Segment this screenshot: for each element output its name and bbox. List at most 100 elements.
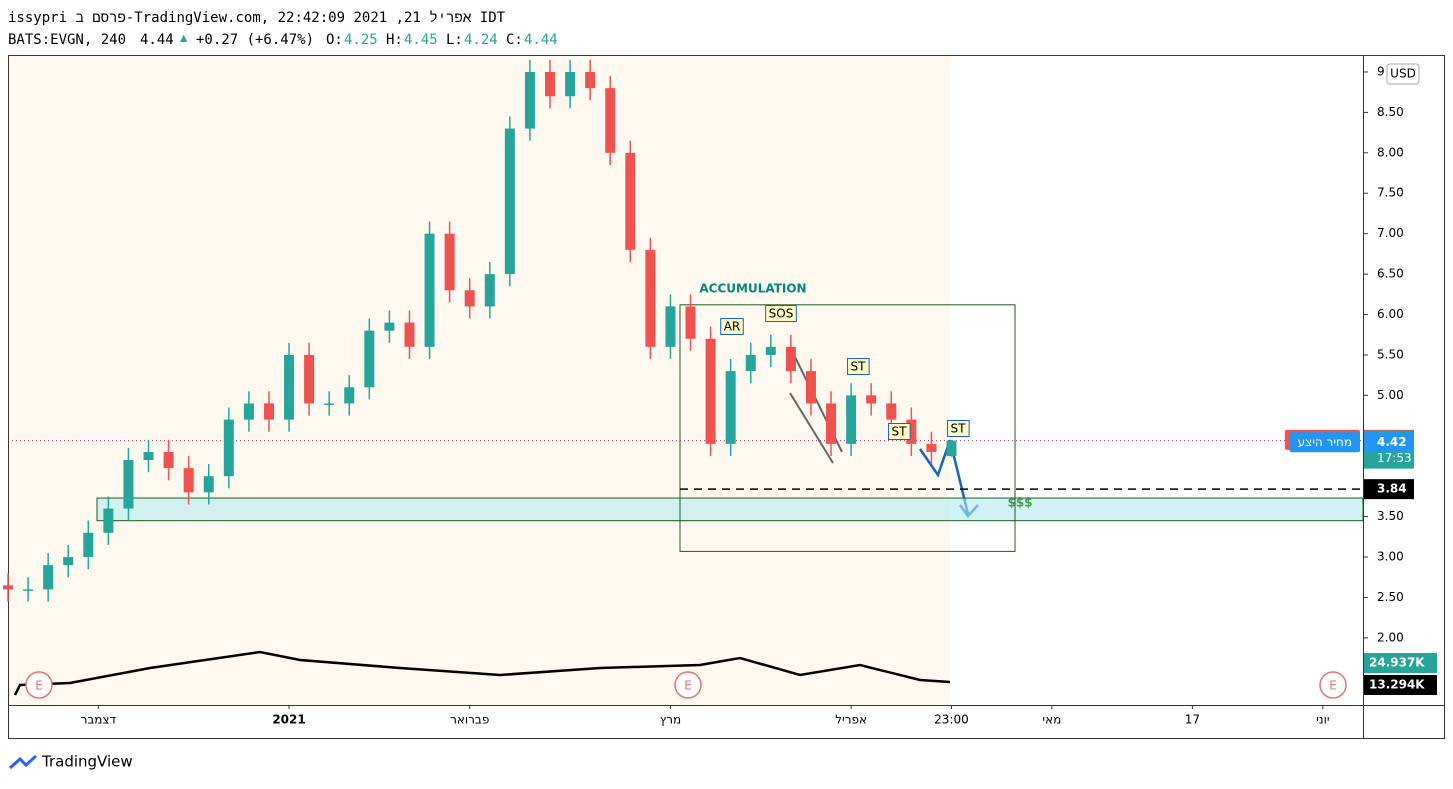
- annotation-box: [888, 423, 911, 440]
- candle: [63, 544, 74, 578]
- candle: [464, 278, 475, 319]
- candle: [745, 342, 756, 384]
- candle: [324, 391, 335, 416]
- candle-body: [243, 403, 254, 420]
- annotation: ST: [892, 425, 908, 439]
- x-tick-label: דצמבר: [81, 713, 117, 727]
- volume-label: 13.294K: [1369, 678, 1425, 692]
- candle: [404, 310, 415, 359]
- brand: TradingView: [41, 753, 133, 771]
- candle-body: [404, 322, 415, 347]
- price-badge-label: 4.42: [1377, 435, 1407, 449]
- candle-body: [946, 440, 957, 456]
- candle-body: [605, 88, 616, 153]
- candle-body: [304, 354, 315, 404]
- candle-body: [846, 395, 857, 444]
- candle-body: [284, 354, 295, 420]
- candle: [826, 391, 837, 456]
- candle-body: [384, 322, 395, 331]
- candle-body: [484, 274, 495, 307]
- earnings-label: E: [35, 679, 43, 693]
- candle: [23, 577, 34, 602]
- candle-body: [524, 71, 535, 129]
- candle: [765, 334, 776, 368]
- candle-body: [3, 585, 13, 590]
- annotation-box: [847, 358, 870, 375]
- arrow-path: [918, 439, 952, 478]
- y-tick-label: 5.00: [1377, 388, 1404, 402]
- candle: [484, 261, 495, 319]
- candle: [424, 221, 435, 359]
- open: 4.25: [344, 32, 378, 48]
- earnings-marker: [25, 671, 53, 699]
- x-tick-label: מרץ: [660, 713, 681, 727]
- y-tick-label: 7.50: [1377, 186, 1404, 200]
- volume-ma: [13, 650, 951, 696]
- candle-body: [625, 152, 636, 250]
- y-tick-label: 7.00: [1377, 226, 1404, 240]
- y-tick-label: 2.50: [1377, 590, 1404, 604]
- price-badge: [1364, 432, 1414, 453]
- y-tick-label: 2.00: [1377, 630, 1404, 644]
- annotation-box: [765, 305, 797, 322]
- volume-badge: [1364, 675, 1437, 695]
- y-tick-label: 6.50: [1377, 267, 1404, 281]
- h-label: H:: [386, 32, 403, 48]
- candle-body: [364, 330, 375, 388]
- candle: [384, 310, 395, 343]
- candle-body: [665, 306, 676, 347]
- candle-body: [504, 128, 515, 275]
- candle-body: [143, 451, 154, 461]
- candle: [364, 318, 375, 400]
- y-tick-label: 9: [1377, 64, 1385, 78]
- candle: [665, 294, 676, 359]
- candle: [203, 464, 214, 505]
- candle-body: [203, 476, 214, 493]
- annotation: ACCUMULATION: [699, 282, 806, 296]
- badge-name-bg: [1289, 432, 1360, 453]
- o-label: O:: [326, 32, 343, 48]
- candle: [585, 59, 596, 101]
- candle: [946, 439, 957, 457]
- candle-body: [685, 306, 696, 339]
- annotation: $$$: [1007, 496, 1032, 510]
- candle: [545, 59, 555, 109]
- footer: TradingView: [8, 753, 133, 771]
- candle-body: [545, 71, 555, 97]
- annotation-box: [947, 420, 970, 437]
- candle: [846, 383, 857, 456]
- candle-body: [565, 71, 576, 97]
- earnings-label: E: [684, 679, 692, 693]
- currency-box[interactable]: [1386, 63, 1420, 85]
- candle: [103, 496, 114, 545]
- c-label: C:: [506, 32, 523, 48]
- x-tick-label: 2021: [272, 713, 305, 727]
- earnings-marker: [674, 671, 702, 699]
- x-tick-label: פברואר: [450, 713, 489, 727]
- countdown: 17:53: [1377, 451, 1412, 465]
- accumulation-box: [679, 304, 1016, 552]
- close: 4.44: [524, 32, 558, 48]
- annotation: AR: [724, 320, 741, 334]
- volume-badge: [1364, 653, 1437, 673]
- candle-body: [926, 443, 937, 452]
- candle-body: [344, 387, 355, 404]
- price-badge-label: 3.84: [1377, 482, 1407, 496]
- candle-body: [464, 290, 475, 307]
- candle-body: [765, 346, 776, 355]
- candle: [344, 375, 355, 416]
- candle: [223, 407, 234, 489]
- candle-body: [785, 346, 796, 372]
- symbol-line: BATS:EVGN, 240 4.44 ▲ +0.27 (+6.47%) O: …: [8, 31, 558, 49]
- candle: [143, 439, 154, 473]
- x-tick-label: אפריל: [835, 713, 867, 727]
- y-tick-label: 5.50: [1377, 347, 1404, 361]
- candle: [866, 383, 877, 416]
- candle-body: [725, 371, 736, 444]
- candle-body: [585, 71, 596, 89]
- candle: [504, 116, 515, 287]
- candle: [605, 76, 616, 165]
- candle: [625, 140, 636, 262]
- badge-name: מחיר היצע: [1298, 435, 1352, 449]
- y-tick-label: 8.00: [1377, 145, 1404, 159]
